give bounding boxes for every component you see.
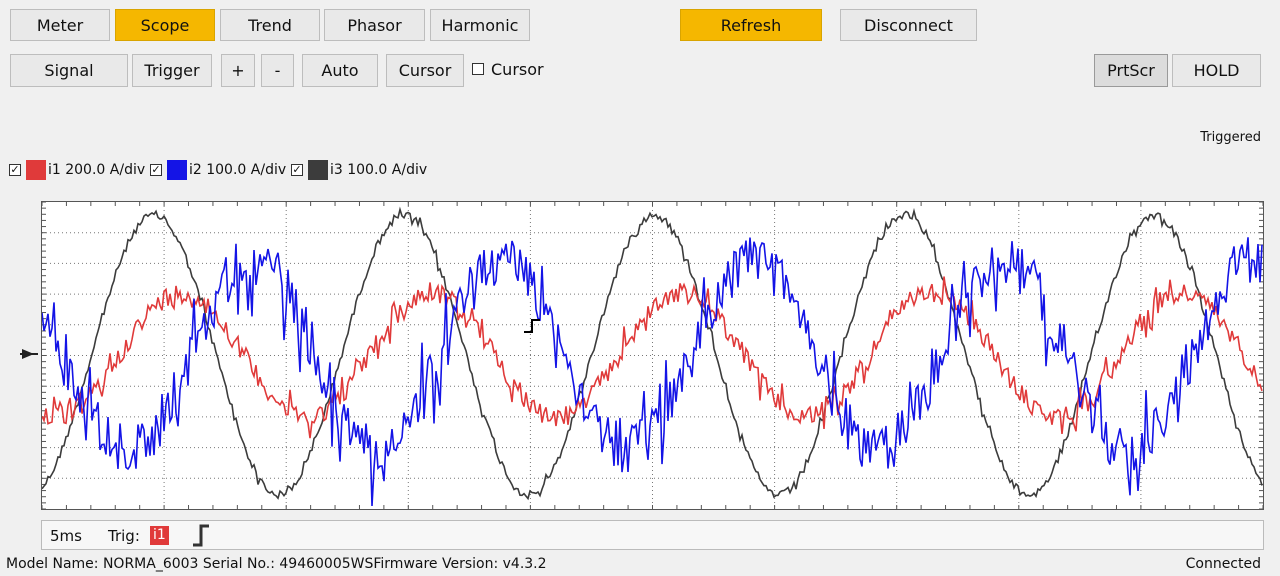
signal-button[interactable]: Signal <box>10 54 128 87</box>
cursor-button[interactable]: Cursor <box>386 54 464 87</box>
channel-i3-checkbox[interactable]: ✓ <box>291 163 303 176</box>
hold-button[interactable]: HOLD <box>1172 54 1261 87</box>
channel-i3-label: i3 100.0 A/div <box>330 162 428 178</box>
status-bar: Model Name: NORMA_6003 Serial No.: 49460… <box>0 552 1280 576</box>
prtscr-button[interactable]: PrtScr <box>1094 54 1168 87</box>
channel-i1-checkbox[interactable]: ✓ <box>9 163 21 176</box>
trigger-button[interactable]: Trigger <box>132 54 212 87</box>
tab-meter[interactable]: Meter <box>10 9 110 41</box>
device-info: Model Name: NORMA_6003 Serial No.: 49460… <box>6 556 547 572</box>
disconnect-button[interactable]: Disconnect <box>840 9 977 41</box>
channel-i2-label: i2 100.0 A/div <box>189 162 287 178</box>
trig-channel-badge[interactable]: i1 <box>150 526 169 545</box>
auto-button[interactable]: Auto <box>302 54 378 87</box>
waveform-plot <box>42 202 1263 509</box>
trace-i1 <box>42 276 1263 439</box>
timebase-label: 5ms <box>50 527 82 545</box>
tab-phasor[interactable]: Phasor <box>324 9 425 41</box>
trigger-level-marker[interactable] <box>20 347 40 361</box>
scope-footer: 5ms Trig: i1 <box>41 520 1264 550</box>
tab-scope[interactable]: Scope <box>115 9 215 41</box>
trigger-status: Triggered <box>1200 130 1261 145</box>
trigger-edge-icon <box>524 319 540 333</box>
zoom-in-button[interactable]: + <box>221 54 255 87</box>
cursor-checkbox-label: Cursor <box>491 60 544 79</box>
refresh-button[interactable]: Refresh <box>680 9 822 41</box>
rising-edge-icon[interactable] <box>192 524 210 548</box>
trig-label: Trig: <box>108 527 140 545</box>
connection-status: Connected <box>1185 556 1261 572</box>
cursor-checkbox[interactable] <box>472 63 484 75</box>
zoom-out-button[interactable]: - <box>261 54 294 87</box>
channel-i2-swatch <box>167 160 187 180</box>
scope-display[interactable] <box>41 201 1264 510</box>
channel-i1-swatch <box>26 160 46 180</box>
trace-i3 <box>42 206 1263 501</box>
tab-harmonic[interactable]: Harmonic <box>430 9 530 41</box>
tab-trend[interactable]: Trend <box>220 9 320 41</box>
channel-i1-label: i1 200.0 A/div <box>48 162 146 178</box>
channel-i3-swatch <box>308 160 328 180</box>
trace-i2 <box>42 237 1263 507</box>
channel-i2-checkbox[interactable]: ✓ <box>150 163 162 176</box>
